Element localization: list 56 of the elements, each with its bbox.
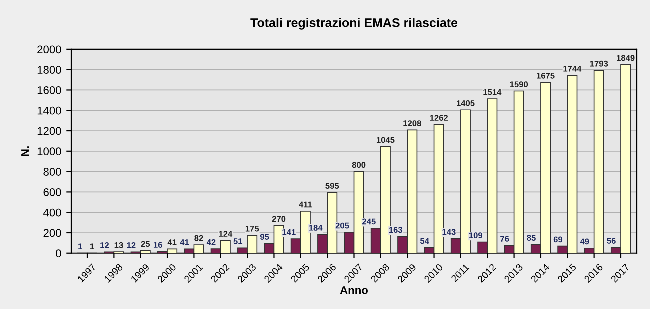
data-label: 411 [299,202,312,208]
data-label: 1514 [484,89,502,96]
data-label: 13 [114,242,124,248]
data-label: 163 [389,227,402,234]
data-label: 109 [469,232,483,239]
data-label: 141 [282,229,296,236]
data-label: 16 [154,242,162,248]
y-tick-label: 600 [44,188,62,196]
data-label: 1675 [537,72,555,79]
data-label: 205 [336,222,350,229]
data-label: 56 [607,238,616,244]
x-axis-title: Anno [340,286,368,294]
y-tick-label: 1800 [38,66,62,74]
data-label: 800 [352,162,366,168]
data-label: 95 [260,234,270,240]
data-label: 12 [100,242,110,248]
data-label: 1849 [617,55,635,62]
data-label: 1793 [590,60,608,67]
y-tick-label: 1600 [38,86,62,94]
data-label: 51 [234,238,243,244]
data-label: 1 [78,244,82,250]
data-label: 270 [272,216,286,222]
data-label: 54 [420,238,430,244]
y-tick-label: 200 [44,229,62,238]
data-label: 1 [90,244,94,250]
y-tick-label: 0 [56,250,62,258]
data-label: 49 [580,238,590,245]
y-tick-label: 400 [43,208,62,217]
chart-title: Totali registrazioni EMAS rilasciate [250,18,458,30]
y-tick-label: 800 [44,168,62,176]
data-label: 124 [219,231,233,237]
data-label: 1405 [457,100,475,106]
data-label: 1045 [376,137,395,144]
y-tick-label: 1400 [38,106,62,115]
data-label: 25 [141,241,150,248]
data-label: 82 [194,235,204,242]
data-label: 1744 [564,66,582,72]
data-label: 42 [206,239,216,246]
data-label: 595 [326,183,340,189]
y-tick-label: 2000 [38,46,62,54]
data-label: 143 [442,229,456,236]
data-label: 1208 [404,120,422,126]
y-tick-label: 1000 [38,148,62,156]
data-label: 12 [127,242,136,248]
data-label: 76 [500,236,510,242]
data-label: 1262 [430,115,448,121]
data-label: 41 [180,240,190,246]
data-label: 245 [362,218,376,225]
y-tick-label: 1200 [38,127,62,136]
data-label: 175 [246,226,260,232]
y-axis-title: N. [22,146,30,156]
data-label: 1590 [510,82,528,88]
data-label: 69 [554,236,563,243]
data-label: 184 [309,224,323,231]
data-label: 85 [527,235,536,241]
data-label: 41 [168,240,177,246]
